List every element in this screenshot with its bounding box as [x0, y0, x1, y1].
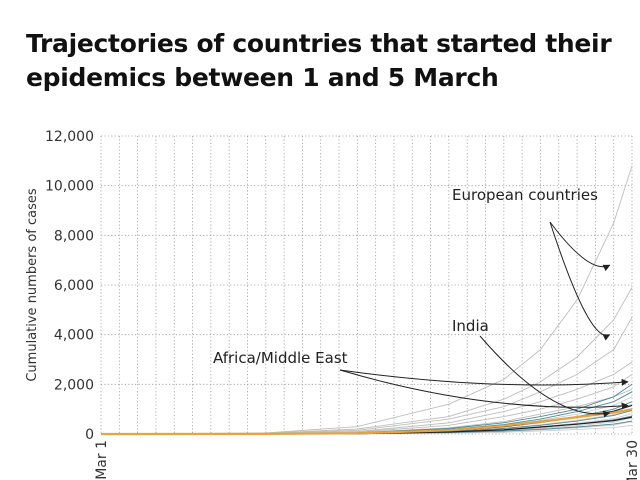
x-axis: Mar 1 Mar 30 — [94, 440, 640, 480]
x-tick-label: Mar 30 — [625, 440, 640, 480]
annotation-arrow — [339, 369, 629, 410]
y-tick-label: 10,000 — [45, 179, 94, 195]
series-line-europe — [100, 287, 633, 435]
annotation-label: Africa/Middle East — [213, 349, 348, 367]
annotations: European countries India Africa/Middle Eas… — [213, 186, 629, 418]
series-line-europe — [100, 165, 633, 435]
x-tick-label: Mar 1 — [94, 440, 110, 480]
y-axis-label: Cumulative numbers of cases — [25, 188, 40, 382]
chart-title: Trajectories of countries that started t… — [26, 29, 612, 92]
series-lines — [100, 165, 633, 436]
y-axis: 0 2,000 4,000 6,000 8,000 10,000 12,000 — [45, 129, 94, 443]
annotation-label: European countries — [452, 186, 598, 204]
annotation-arrow — [479, 335, 611, 418]
annotation-arrow — [549, 221, 611, 272]
y-tick-label: 4,000 — [54, 328, 94, 344]
grid — [100, 135, 633, 435]
annotation-arrow — [549, 221, 611, 341]
series-line-europe — [100, 317, 633, 435]
y-tick-label: 8,000 — [54, 228, 94, 244]
y-tick-label: 2,000 — [54, 377, 94, 393]
y-tick-label: 0 — [85, 427, 94, 443]
y-tick-label: 12,000 — [45, 129, 94, 145]
annotation-label: India — [452, 317, 489, 335]
y-tick-label: 6,000 — [54, 278, 94, 294]
annotation-arrow — [339, 369, 629, 386]
